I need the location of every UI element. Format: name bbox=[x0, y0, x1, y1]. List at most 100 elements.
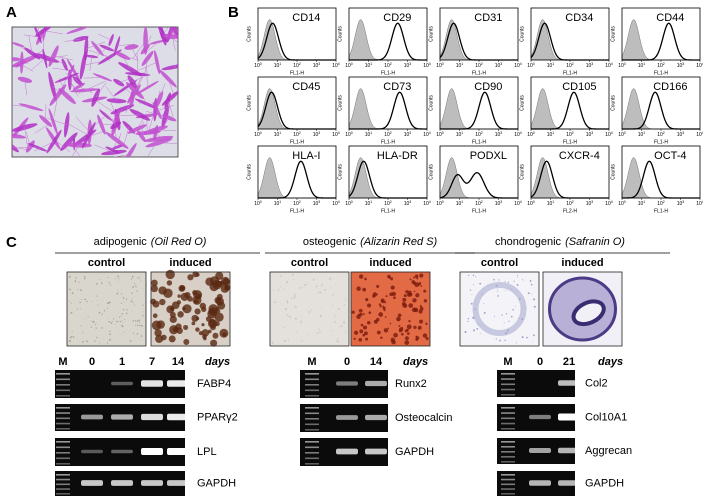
stain-spot bbox=[499, 339, 501, 342]
stain-spot bbox=[116, 320, 118, 323]
tick-exponent: 3 bbox=[409, 200, 411, 204]
cell-process bbox=[145, 41, 158, 54]
band bbox=[365, 380, 387, 387]
tick-base: 10 bbox=[547, 201, 553, 207]
stain-spot bbox=[532, 334, 535, 337]
x-tick-label: 100 bbox=[254, 200, 262, 207]
stain-spot bbox=[124, 318, 126, 320]
stain-spot bbox=[86, 340, 88, 343]
pellet bbox=[472, 282, 527, 336]
marker-label: CD14 bbox=[292, 12, 320, 24]
x-axis-label: FL1-H bbox=[654, 139, 668, 145]
stain-spot bbox=[419, 319, 424, 324]
x-tick-label: 100 bbox=[527, 200, 535, 207]
stain-spot bbox=[515, 305, 517, 307]
stain-spot bbox=[384, 301, 387, 304]
x-tick-label: 104 bbox=[696, 62, 703, 69]
ladder-band bbox=[305, 395, 319, 397]
isotype-curve bbox=[530, 157, 609, 199]
tick-base: 10 bbox=[475, 132, 481, 138]
y-axis-label: Counts bbox=[428, 95, 434, 111]
stain-spot bbox=[324, 323, 325, 325]
x-tick-label: 103 bbox=[404, 131, 412, 138]
stain-spot bbox=[203, 337, 207, 341]
tick-base: 10 bbox=[423, 63, 429, 69]
stain-spot bbox=[522, 280, 524, 282]
tick-exponent: 2 bbox=[390, 200, 392, 204]
stain-spot bbox=[362, 287, 367, 292]
ladder-band bbox=[305, 441, 319, 443]
stain-spot bbox=[283, 326, 285, 329]
tick-base: 10 bbox=[404, 63, 410, 69]
cell bbox=[136, 80, 159, 95]
stain-spot bbox=[332, 293, 335, 296]
stain-spot bbox=[344, 332, 346, 334]
tick-exponent: 2 bbox=[663, 62, 665, 66]
tick-exponent: 2 bbox=[663, 200, 665, 204]
stain-spot bbox=[415, 293, 420, 298]
marker-label: PODXL bbox=[470, 150, 507, 162]
stain-spot bbox=[401, 301, 406, 306]
x-tick-label: 102 bbox=[475, 131, 483, 138]
stain-spot bbox=[132, 320, 135, 322]
stain-spot bbox=[411, 280, 416, 284]
tick-base: 10 bbox=[605, 63, 611, 69]
tick-base: 10 bbox=[456, 132, 462, 138]
stain-spot bbox=[271, 307, 273, 310]
ladder-band bbox=[501, 412, 515, 414]
stain-spot bbox=[75, 277, 77, 279]
stain-spot bbox=[98, 311, 101, 314]
stain-spot bbox=[82, 340, 84, 343]
x-tick-label: 100 bbox=[345, 200, 353, 207]
tick-exponent: 3 bbox=[682, 62, 684, 66]
stain-spot bbox=[130, 278, 133, 280]
cell-process bbox=[65, 72, 79, 82]
y-axis-label: Counts bbox=[428, 164, 434, 180]
cell-process bbox=[132, 75, 147, 83]
stain-spot bbox=[103, 273, 105, 275]
tick-base: 10 bbox=[345, 132, 351, 138]
stain-spot bbox=[334, 320, 337, 323]
stain-spot bbox=[413, 290, 416, 293]
stain-spot bbox=[138, 322, 140, 323]
x-tick-label: 103 bbox=[495, 62, 503, 69]
x-axis-label: FL1-H bbox=[290, 139, 304, 145]
stain-spot bbox=[121, 320, 123, 322]
band bbox=[167, 380, 189, 387]
y-axis-label: Counts bbox=[519, 164, 525, 180]
stain-spot bbox=[110, 284, 112, 286]
x-tick-label: 101 bbox=[274, 200, 282, 207]
stain-spot bbox=[293, 297, 296, 299]
stain-spot bbox=[126, 298, 128, 300]
cell-process bbox=[43, 30, 45, 50]
band bbox=[167, 480, 189, 486]
stain-spot bbox=[71, 330, 73, 332]
stain-spot bbox=[332, 304, 334, 306]
stain-spot bbox=[165, 269, 175, 280]
tick-exponent: 0 bbox=[351, 131, 353, 135]
tick-exponent: 3 bbox=[318, 62, 320, 66]
stain-spot bbox=[142, 287, 143, 289]
x-tick-label: 104 bbox=[514, 200, 522, 207]
stain-spot bbox=[289, 319, 291, 321]
tick-exponent: 0 bbox=[624, 200, 626, 204]
x-tick-label: 100 bbox=[618, 131, 626, 138]
tick-base: 10 bbox=[514, 63, 520, 69]
y-axis-label: Counts bbox=[428, 26, 434, 42]
lineage: osteogenic bbox=[303, 236, 357, 248]
ladder-band bbox=[305, 389, 319, 392]
stain-spot bbox=[419, 305, 423, 308]
lane-label: M bbox=[503, 356, 512, 368]
cell-process bbox=[46, 117, 67, 126]
x-tick-label: 104 bbox=[605, 62, 613, 69]
lane-label: 7 bbox=[149, 356, 155, 368]
band bbox=[558, 380, 580, 386]
stain-spot bbox=[139, 276, 141, 278]
stain-spot bbox=[398, 325, 401, 327]
stain-spot bbox=[464, 331, 467, 334]
stain-spot bbox=[416, 277, 419, 280]
stain-spot bbox=[364, 331, 368, 336]
y-axis-label: Counts bbox=[246, 95, 252, 111]
stain-spot bbox=[344, 299, 347, 301]
